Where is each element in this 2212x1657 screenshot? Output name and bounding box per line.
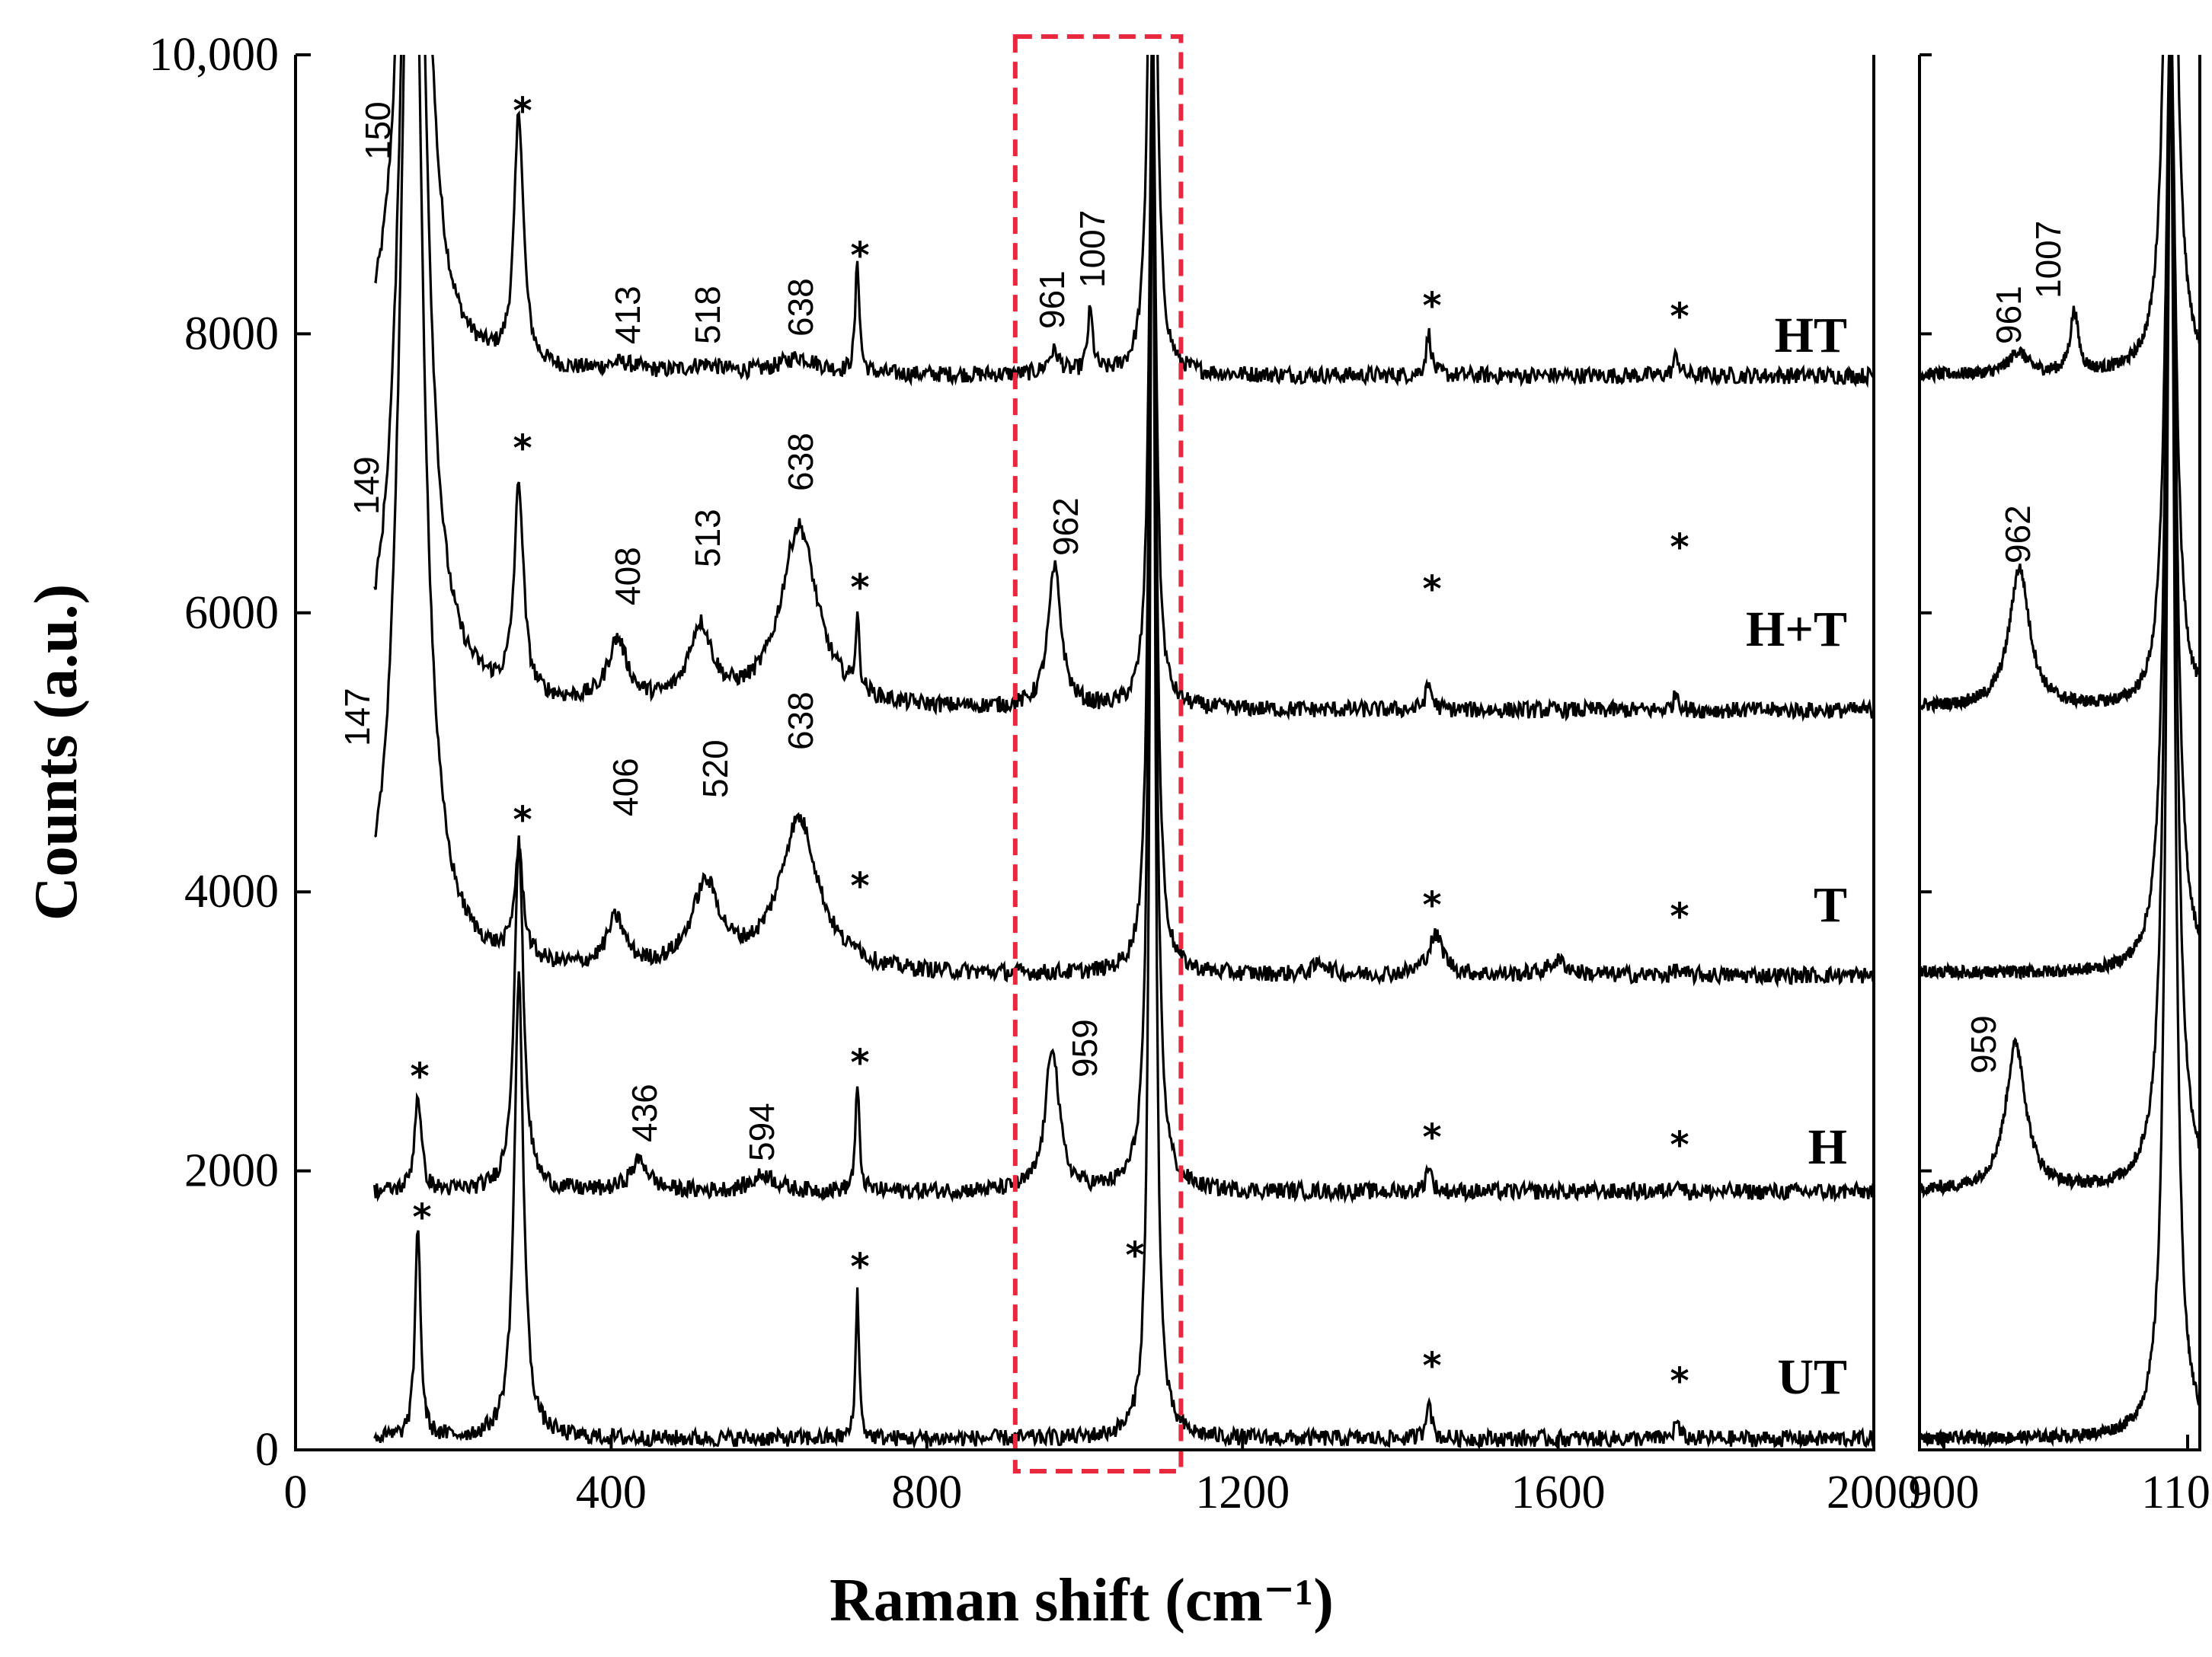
inset-axes [1918,55,2201,1451]
asterisk-marker: * [1670,526,1689,569]
asterisk-marker: * [1422,568,1441,611]
inset-peak-label: 962 [1998,505,2038,564]
y-tick-label: 6000 [184,587,279,639]
y-axis-ticks: 0 2000 4000 6000 8000 10,000 [149,29,1932,1476]
peak-label: 518 [688,286,727,344]
y-tick-label: 8000 [184,308,279,359]
asterisk-marker: * [850,865,869,908]
inset-peak-label: 959 [1964,1015,2003,1074]
peak-label: 962 [1046,497,1085,556]
asterisk-marker: * [1670,1124,1689,1167]
peak-label: 961 [1032,270,1072,329]
y-tick-label: 2000 [184,1145,279,1197]
asterisk-marker: * [513,90,532,132]
asterisk-marker: * [513,427,532,470]
peak-label: 413 [608,286,647,344]
asterisk-marker: * [410,1055,429,1098]
peak-label: 959 [1065,1019,1104,1078]
asterisk-marker: * [850,1042,869,1084]
x-axis-title: Raman shift (cm⁻¹) [830,1567,1334,1634]
series-line-h-plus-t [373,55,1874,723]
y-tick-label: 0 [255,1424,279,1476]
highlight-region-box [1012,34,1184,1473]
series-line-ht [373,55,1874,388]
series-label-ht: HT [1775,308,1847,363]
y-tick-label: 4000 [184,866,279,918]
y-tick-label: 10,000 [149,29,280,81]
asterisk-marker: * [850,1246,869,1288]
peak-label: 406 [606,758,645,816]
asterisk-marker: * [1422,1116,1441,1159]
peak-label: 408 [608,547,647,605]
asterisk-marker: * [850,235,869,277]
series-line-ut [373,71,1874,1450]
asterisk-marker: * [513,799,532,841]
asterisk-marker: * [1125,1234,1144,1277]
asterisk-marker: * [1670,896,1689,938]
peak-label: 520 [695,739,735,798]
x-tick-label: 0 [284,1467,308,1518]
series-line-t [374,55,1874,988]
series-line-h [373,80,1874,1205]
series-label-h-plus-t: H+T [1746,602,1847,657]
inset-peak-label: 1007 [2028,221,2068,299]
peak-label: 150 [358,101,398,160]
asterisk-marker: * [412,1196,431,1239]
asterisk-marker: * [850,567,869,609]
main-panel-curves [373,55,1874,1450]
series-label-ut: UT [1777,1349,1847,1405]
peak-label: 1007 [1072,210,1112,288]
asterisk-marker: * [1422,285,1441,327]
series-label-h: H [1808,1119,1847,1175]
peak-label: 638 [781,433,820,491]
peak-label: 149 [347,456,386,515]
inset-series-line-t [1920,55,2200,982]
x-tick-label: 400 [576,1467,647,1518]
peak-label: 638 [781,278,820,337]
asterisk-marker: * [1422,884,1441,927]
main-axes [294,55,1875,1451]
asterisk-marker: * [1670,295,1689,338]
peak-label: 594 [742,1103,782,1161]
y-axis-title: Counts (a.u.) [23,584,90,921]
inset-series-line-h-plus-t [1920,55,2200,715]
inset-series-line-ht [1920,55,2200,385]
peak-label: 147 [337,688,377,746]
x-axis-ticks-main: 0 400 800 1200 1600 2000 [284,1435,1921,1518]
peak-label: 638 [781,691,820,750]
x-tick-label: 2000 [1827,1467,1921,1518]
peak-label: 513 [688,509,727,567]
asterisk-marker: * [1422,1345,1441,1387]
inset-x-tick-label: 900 [1909,1467,1980,1518]
inset-panel-curves [1920,55,2200,1448]
x-tick-label: 800 [891,1467,962,1518]
x-tick-label: 1200 [1195,1467,1290,1518]
inset-peak-label: 961 [1989,286,2028,344]
inset-series-line-ut [1920,55,2200,1448]
inset-series-line-h [1920,75,2200,1199]
series-label-t: T [1814,877,1847,933]
asterisk-marker: * [1670,1360,1689,1403]
x-tick-label: 1600 [1511,1467,1606,1518]
peak-label: 436 [625,1084,664,1142]
asterisk-markers: * * * * * * * * * * * * * * * * * * * * … [410,90,1689,1403]
